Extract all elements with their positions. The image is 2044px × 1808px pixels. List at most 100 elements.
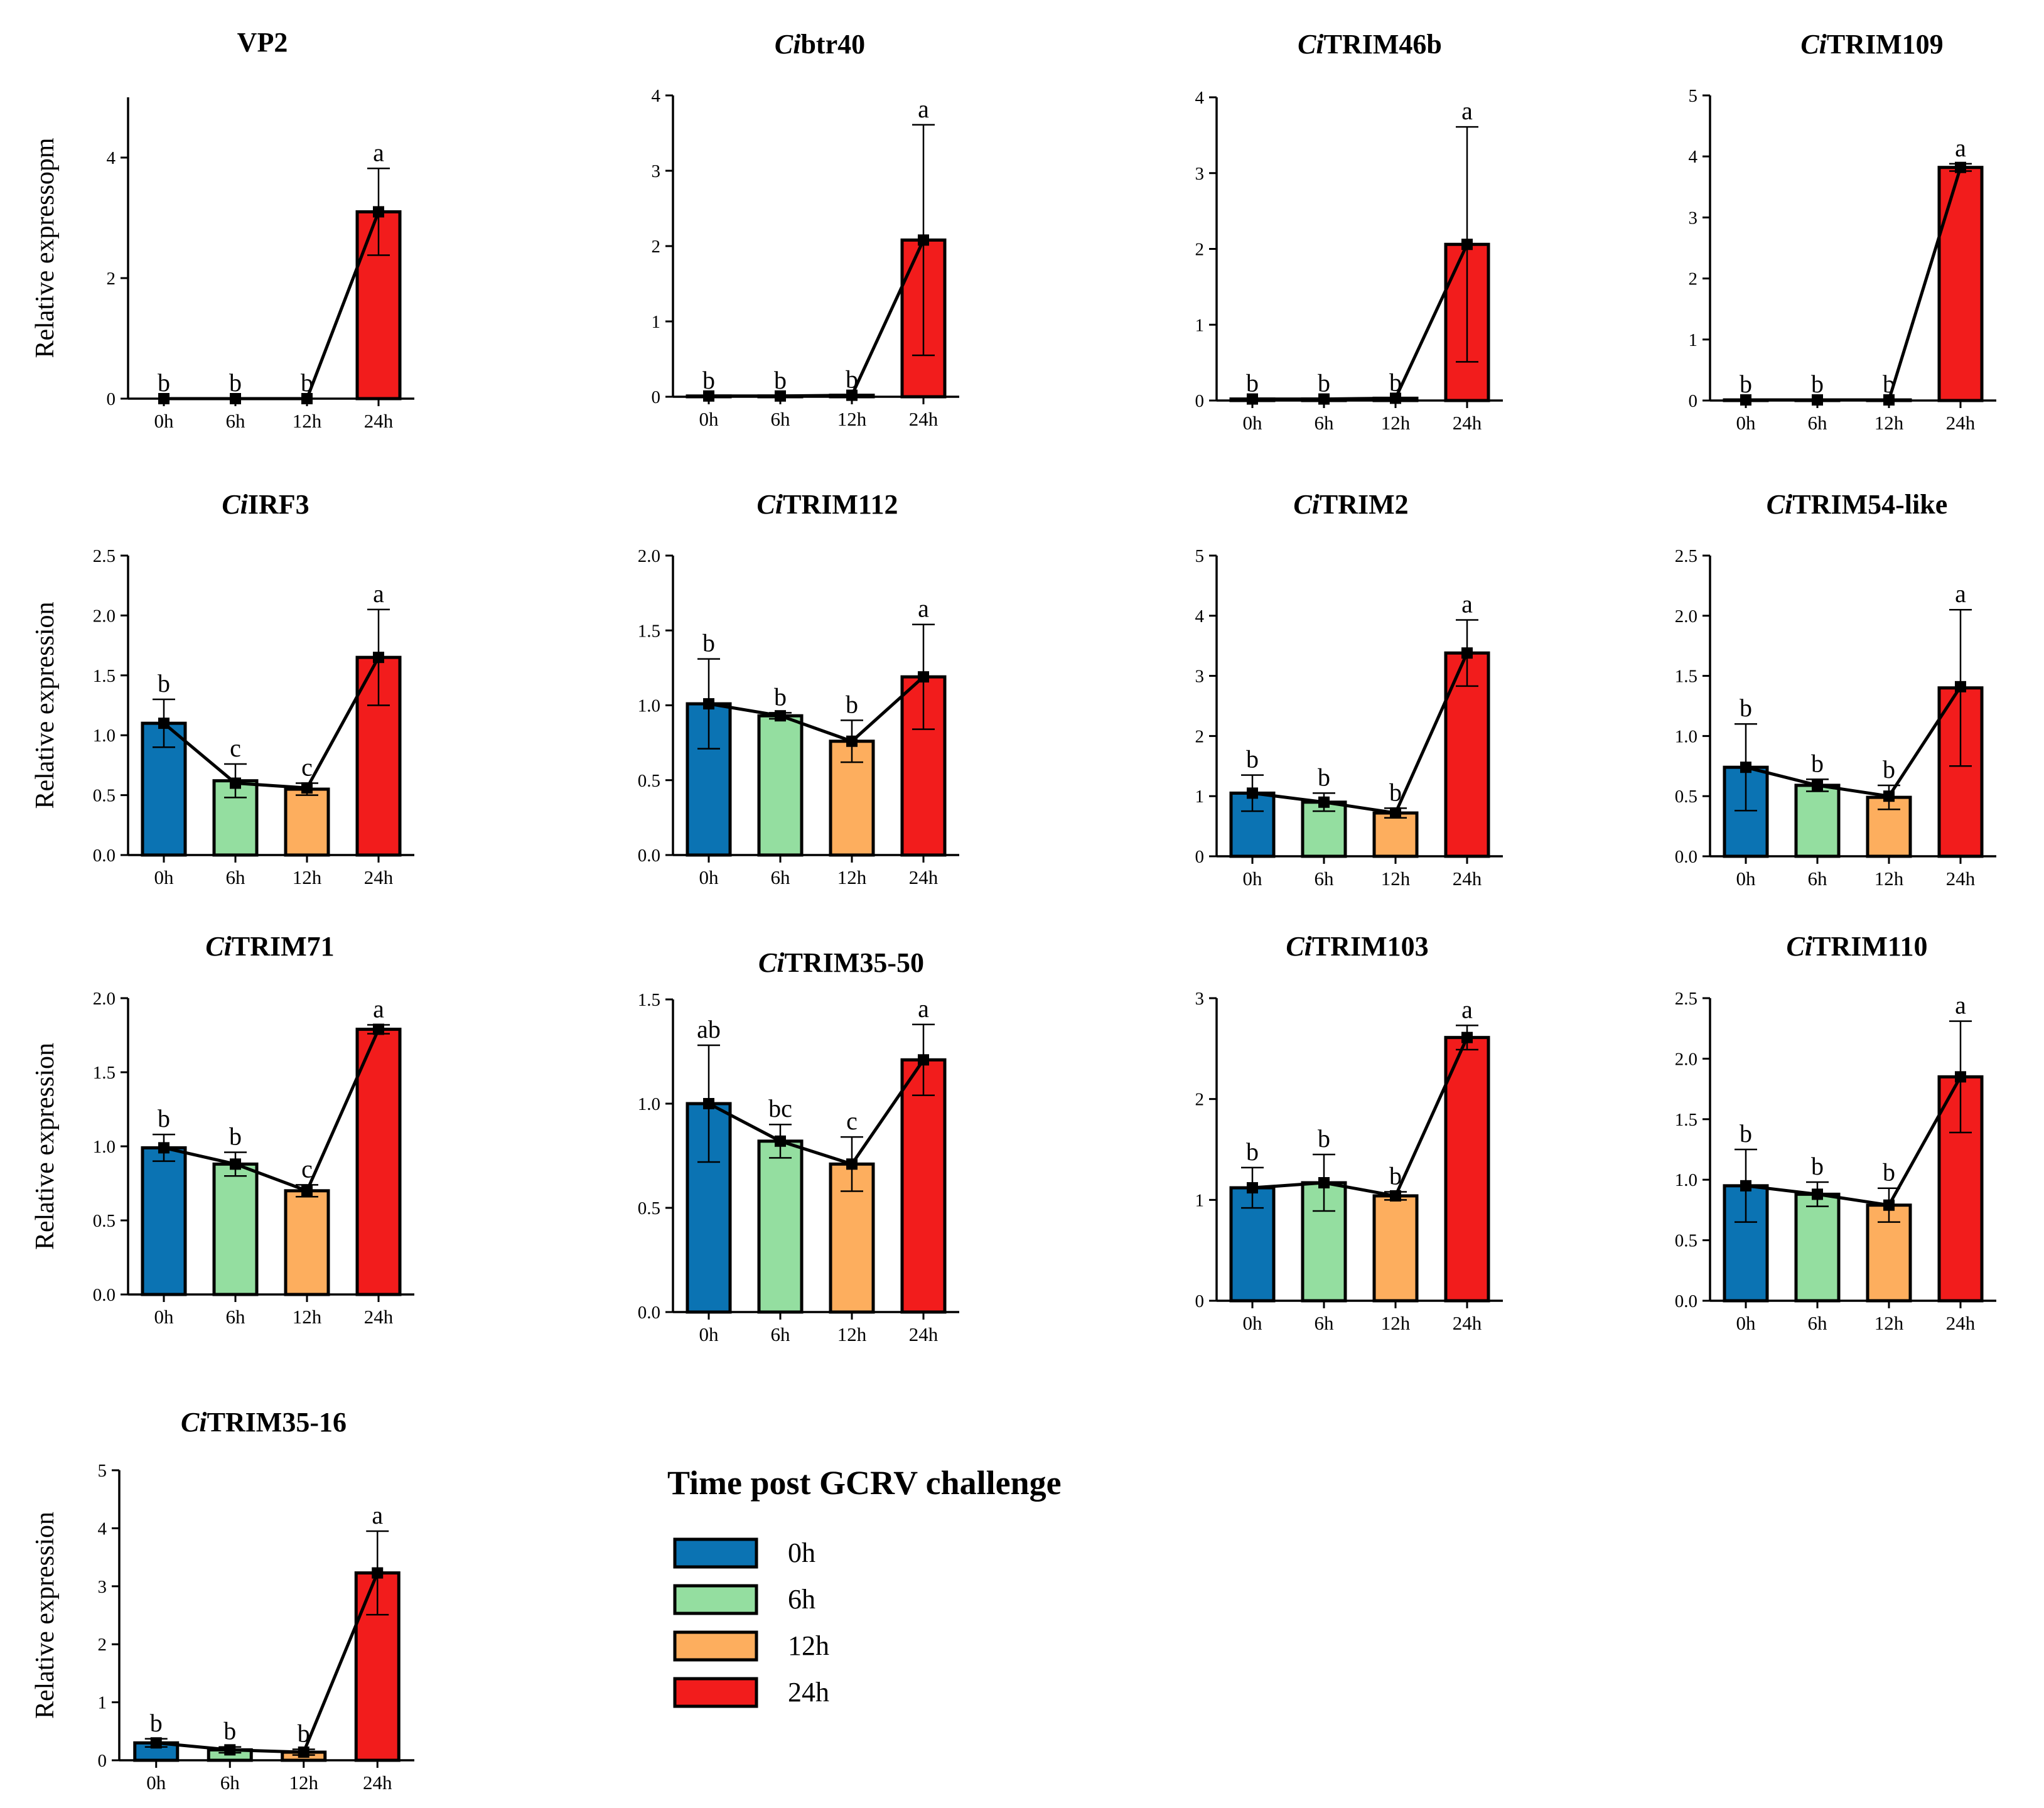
chart-title: CiTRIM110 xyxy=(1787,931,1928,962)
bar-24h xyxy=(1444,1036,1490,1303)
significance-letter-6h: b xyxy=(223,1717,236,1745)
marker-12h xyxy=(301,782,313,794)
x-tick-label: 6h xyxy=(220,1772,240,1794)
y-tick-label: 5 xyxy=(98,1461,107,1481)
y-tick-label: 0 xyxy=(652,387,661,407)
chart-title-prefix: Ci xyxy=(1767,489,1793,520)
marker-0h xyxy=(1247,393,1258,405)
significance-letter-6h: b xyxy=(1318,369,1330,397)
y-tick-label: 3 xyxy=(98,1577,107,1597)
chart-title-rest: btr40 xyxy=(800,29,865,60)
significance-letter-0h: b xyxy=(158,669,170,697)
y-tick-label: 3 xyxy=(652,161,661,181)
legend-swatch-24h xyxy=(673,1677,758,1708)
trend-line xyxy=(156,1572,379,1754)
trend-line xyxy=(1252,244,1469,401)
y-tick-label: 0.5 xyxy=(93,1211,116,1231)
significance-letter-0h: b xyxy=(158,1104,170,1133)
marker-6h xyxy=(1318,1177,1330,1189)
significance-letter-6h: c xyxy=(230,734,241,762)
significance-letter-0h: b xyxy=(150,1709,163,1737)
y-tick-label: 2.0 xyxy=(1675,1049,1697,1069)
y-tick-label: 0.5 xyxy=(1675,1231,1697,1251)
chart-title-rest: TRIM110 xyxy=(1812,931,1927,962)
significance-letter-24h: a xyxy=(1955,579,1966,608)
x-tick-label: 12h xyxy=(289,1772,319,1794)
significance-letter-6h: b xyxy=(1811,1152,1824,1180)
significance-letter-6h: b xyxy=(1318,1124,1330,1153)
significance-letter-24h: a xyxy=(373,579,384,608)
marker-12h xyxy=(1390,1190,1401,1202)
y-tick-label: 1.0 xyxy=(638,696,660,716)
marker-24h xyxy=(1955,161,1966,173)
significance-letter-12h: c xyxy=(301,1154,313,1183)
x-tick-label: 24h xyxy=(364,410,394,432)
y-tick-label: 1 xyxy=(652,312,661,332)
y-tick-label: 3 xyxy=(1195,667,1205,687)
marker-0h xyxy=(1247,787,1258,799)
marker-24h xyxy=(1955,1071,1966,1083)
marker-12h xyxy=(298,1746,309,1758)
y-tick-label: 2.0 xyxy=(93,989,116,1009)
y-tick-label: 1 xyxy=(1689,330,1698,350)
marker-0h xyxy=(150,1737,162,1749)
marker-24h xyxy=(1461,647,1473,659)
bar-6h xyxy=(757,1139,804,1314)
x-tick-label: 0h xyxy=(1736,1312,1756,1334)
marker-6h xyxy=(1318,393,1330,405)
marker-6h xyxy=(224,1744,236,1756)
y-tick-label: 2 xyxy=(1195,726,1205,746)
significance-letter-24h: a xyxy=(918,95,929,123)
chart-title: CiTRIM35-16 xyxy=(181,1407,347,1438)
x-tick-label: 0h xyxy=(1736,868,1756,890)
x-tick-label: 12h xyxy=(293,410,322,432)
chart-title-prefix: Ci xyxy=(222,489,248,520)
x-tick-label: 0h xyxy=(154,1306,175,1328)
significance-letter-24h: a xyxy=(1461,590,1473,618)
chart-title-prefix: Ci xyxy=(1293,489,1320,520)
y-tick-label: 1.0 xyxy=(93,726,116,746)
x-tick-label: 0h xyxy=(1243,1312,1263,1334)
bar-12h xyxy=(284,1189,330,1296)
y-axis-label: Relative expression xyxy=(31,601,60,809)
chart-title: Cibtr40 xyxy=(775,29,865,60)
x-tick-label: 12h xyxy=(1875,1312,1904,1334)
significance-letter-12h: b xyxy=(1389,778,1402,806)
x-tick-label: 24h xyxy=(1453,412,1482,434)
legend-title: Time post GCRV challenge xyxy=(667,1464,1062,1502)
x-tick-label: 24h xyxy=(1946,1312,1976,1334)
legend-swatch-6h xyxy=(673,1584,758,1615)
bar-6h xyxy=(212,1162,259,1296)
significance-letter-6h: b xyxy=(229,369,242,397)
significance-letter-12h: b xyxy=(1389,1161,1402,1190)
x-tick-label: 24h xyxy=(1946,868,1976,890)
bar-0h xyxy=(141,1146,187,1296)
y-tick-label: 0.0 xyxy=(93,1285,116,1305)
bar-6h xyxy=(757,714,804,857)
y-tick-label: 0.5 xyxy=(638,771,660,791)
legend-label-24h: 24h xyxy=(788,1677,829,1708)
x-tick-label: 12h xyxy=(1381,1312,1411,1334)
x-tick-label: 24h xyxy=(1453,1312,1482,1334)
x-tick-label: 6h xyxy=(1315,868,1335,890)
marker-6h xyxy=(1318,796,1330,808)
y-tick-label: 1.0 xyxy=(93,1137,116,1157)
chart-6: CiTRIM2 b b b a 0 1 2 3 4 5 0h 6h 12h 24h xyxy=(1195,489,1503,890)
x-tick-label: 0h xyxy=(699,866,719,888)
x-tick-label: 24h xyxy=(364,866,394,888)
y-tick-label: 4 xyxy=(1195,606,1205,627)
x-tick-label: 12h xyxy=(1381,868,1411,890)
marker-0h xyxy=(1740,1180,1751,1192)
chart-title-rest: TRIM109 xyxy=(1827,29,1944,60)
chart-title-rest: TRIM103 xyxy=(1312,931,1429,962)
y-tick-label: 0.0 xyxy=(638,1303,660,1323)
chart-title-rest: TRIM35-50 xyxy=(785,947,924,978)
significance-letter-12h: b xyxy=(301,369,313,397)
x-tick-label: 12h xyxy=(293,1306,322,1328)
y-tick-label: 2.5 xyxy=(1675,546,1697,566)
marker-6h xyxy=(230,1158,241,1170)
chart-title: CiTRIM71 xyxy=(205,931,334,962)
chart-0: VP2 Relative expressopm b b b a 0 2 4 0h 6h 12h 24h xyxy=(31,27,414,432)
marker-12h xyxy=(301,1185,313,1197)
x-tick-label: 0h xyxy=(699,1323,719,1345)
